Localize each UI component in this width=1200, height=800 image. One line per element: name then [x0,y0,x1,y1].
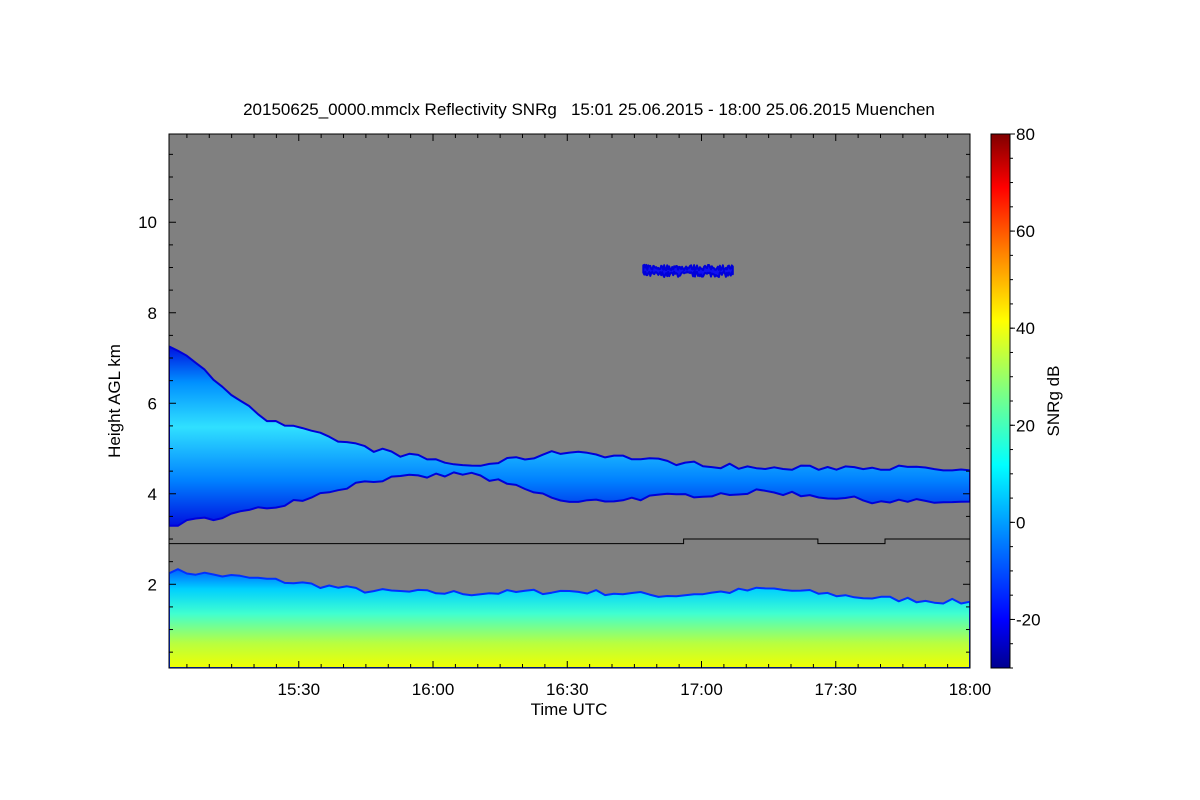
colorbar-tick-label: 0 [1016,513,1025,532]
y-axis-label: Height AGL km [105,344,124,458]
x-tick-label: 16:30 [546,680,589,699]
colorbar-tick-label: 20 [1016,416,1035,435]
colorbar-tick-label: 40 [1016,319,1035,338]
plot-background [169,134,970,668]
chart-title: 20150625_0000.mmclx Reflectivity SNRg 15… [243,100,935,119]
y-tick-label: 8 [148,304,157,323]
colorbar [990,133,1011,669]
colorbar-label: SNRg dB [1044,366,1063,437]
colorbar-ticks: -20 0 20 40 60 80 [1010,125,1041,669]
plot-frame [168,133,971,669]
echo-region-high-altitude-echo [642,263,734,278]
y-tick-label: 10 [138,213,157,232]
x-tick-label: 15:30 [277,680,320,699]
echo-layer [169,263,970,668]
colorbar-tick-label: 60 [1016,222,1035,241]
x-tick-label: 17:30 [814,680,857,699]
x-tick-label: 18:00 [949,680,992,699]
colorbar-tick-label: 80 [1016,125,1035,144]
echo-region-boundary-layer-echo [169,568,970,668]
y-tick-label: 2 [148,575,157,594]
x-axis-label: Time UTC [531,700,608,719]
echo-region-elevated-cloud-layer [169,345,970,527]
threshold-line [169,538,970,545]
x-axis: 15:30 16:00 16:30 17:00 17:30 18:00 [186,134,992,699]
colorbar-tick-label: -20 [1016,610,1041,629]
x-tick-label: 16:00 [412,680,455,699]
y-axis: 2 4 6 8 10 [138,153,970,653]
x-tick-label: 17:00 [680,680,723,699]
y-tick-label: 4 [148,485,157,504]
y-tick-label: 6 [148,394,157,413]
